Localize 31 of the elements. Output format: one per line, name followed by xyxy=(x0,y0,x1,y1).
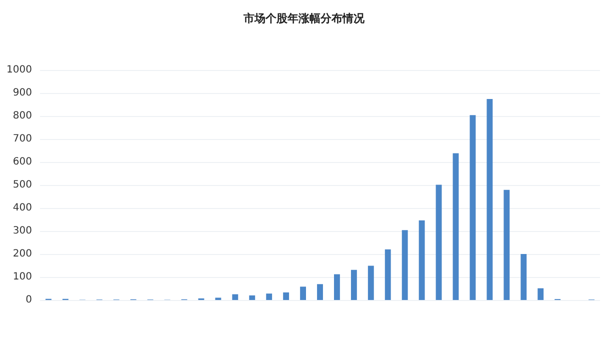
y-tick-label: 900 xyxy=(12,88,32,98)
bar xyxy=(350,270,357,300)
y-tick-label: 400 xyxy=(12,202,32,214)
bar xyxy=(266,294,272,300)
bar xyxy=(317,284,323,300)
bar xyxy=(452,153,459,300)
bar xyxy=(504,190,510,300)
bar xyxy=(249,295,256,300)
y-tick-label: 300 xyxy=(12,226,32,236)
y-tick-label: 700 xyxy=(12,134,32,144)
bar xyxy=(418,220,425,300)
bar xyxy=(470,115,476,300)
bar xyxy=(368,266,374,300)
y-tick-label: 600 xyxy=(12,156,32,168)
y-tick-label: 500 xyxy=(12,180,32,190)
bar xyxy=(436,184,442,300)
bar xyxy=(486,98,493,300)
bar xyxy=(384,249,391,300)
chart-title: 市场个股年涨幅分布情况 xyxy=(242,12,366,25)
y-tick-label: 100 xyxy=(12,272,32,282)
y-tick-label: 800 xyxy=(12,110,32,122)
bar xyxy=(232,294,238,300)
y-tick-label: 0 xyxy=(26,294,32,306)
bar xyxy=(402,230,408,300)
bar xyxy=(334,274,340,300)
bar xyxy=(300,286,306,300)
bar xyxy=(283,292,290,300)
y-tick-label: 200 xyxy=(12,248,32,260)
bar xyxy=(520,254,527,300)
bar xyxy=(538,288,544,300)
y-tick-label: 1000 xyxy=(6,64,32,76)
